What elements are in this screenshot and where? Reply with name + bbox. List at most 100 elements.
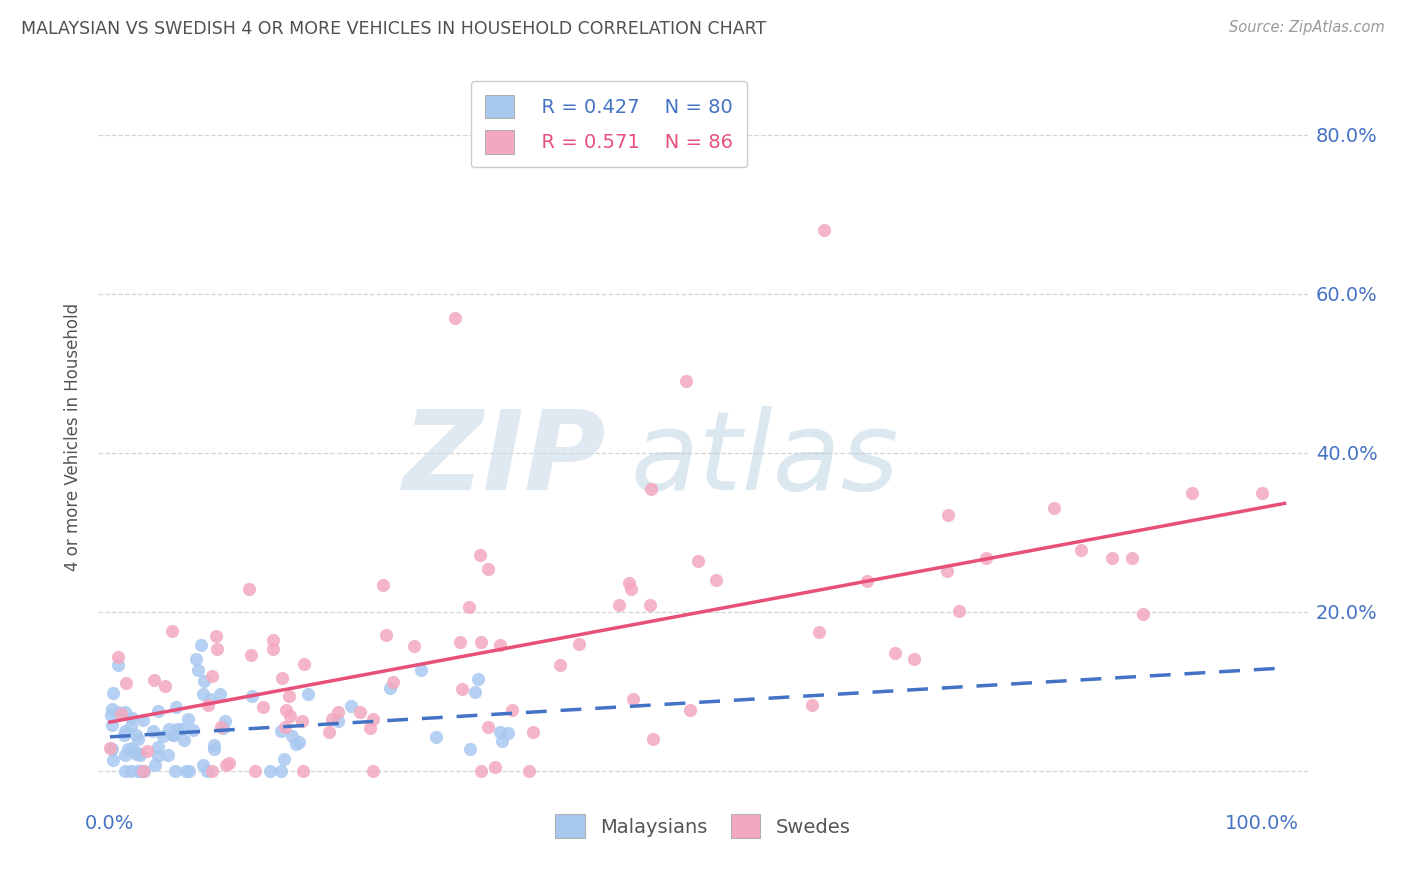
Point: [883, 646, 905, 660]
Point: [191, 687, 214, 701]
Point: [152, 729, 174, 743]
Point: [491, 734, 513, 748]
Point: [1180, 485, 1202, 500]
Point: [470, 764, 492, 778]
Point: [218, 756, 240, 771]
Point: [238, 582, 260, 597]
Point: [112, 728, 135, 742]
Point: [321, 712, 343, 726]
Point: [191, 758, 214, 772]
Point: [165, 700, 187, 714]
Point: [640, 482, 662, 496]
Point: [100, 718, 122, 732]
Point: [163, 728, 186, 742]
Point: [135, 744, 157, 758]
Point: [121, 741, 143, 756]
Point: [297, 687, 319, 701]
Point: [121, 711, 143, 725]
Point: [187, 663, 209, 677]
Point: [638, 599, 661, 613]
Point: [101, 702, 124, 716]
Point: [107, 650, 129, 665]
Point: [132, 764, 155, 778]
Y-axis label: 4 or more Vehicles in Household: 4 or more Vehicles in Household: [65, 303, 83, 571]
Point: [318, 724, 340, 739]
Point: [484, 760, 506, 774]
Point: [617, 575, 640, 590]
Point: [128, 764, 150, 778]
Point: [349, 705, 371, 719]
Point: [193, 674, 215, 689]
Point: [114, 723, 136, 738]
Point: [181, 723, 204, 737]
Point: [127, 731, 149, 746]
Point: [425, 730, 447, 744]
Point: [146, 749, 169, 764]
Point: [124, 747, 146, 761]
Point: [201, 764, 224, 778]
Point: [1101, 550, 1123, 565]
Point: [157, 748, 180, 763]
Point: [280, 709, 302, 723]
Point: [157, 722, 180, 736]
Point: [270, 764, 292, 778]
Point: [1250, 485, 1272, 500]
Point: [449, 635, 471, 649]
Point: [197, 698, 219, 713]
Point: [402, 639, 425, 653]
Point: [974, 551, 997, 566]
Point: [114, 764, 136, 778]
Point: [373, 578, 395, 592]
Point: [517, 764, 540, 778]
Point: [103, 686, 125, 700]
Point: [107, 706, 129, 720]
Point: [128, 748, 150, 763]
Point: [174, 764, 197, 778]
Point: [114, 705, 136, 719]
Point: [288, 735, 311, 749]
Point: [100, 708, 122, 723]
Point: [114, 748, 136, 763]
Point: [470, 635, 492, 649]
Point: [162, 728, 184, 742]
Point: [686, 554, 709, 568]
Point: [209, 720, 232, 734]
Point: [160, 624, 183, 639]
Point: [101, 754, 124, 768]
Point: [363, 764, 385, 778]
Point: [361, 712, 384, 726]
Point: [409, 663, 432, 677]
Point: [488, 724, 510, 739]
Point: [468, 548, 491, 562]
Point: [243, 764, 266, 778]
Point: [607, 598, 630, 612]
Point: [281, 729, 304, 743]
Point: [166, 722, 188, 736]
Legend: Malaysians, Swedes: Malaysians, Swedes: [546, 805, 860, 848]
Point: [936, 564, 959, 578]
Point: [291, 764, 314, 778]
Point: [548, 658, 571, 673]
Point: [1132, 607, 1154, 621]
Point: [215, 758, 238, 772]
Point: [278, 690, 301, 704]
Point: [190, 638, 212, 652]
Point: [177, 712, 200, 726]
Point: [808, 625, 831, 640]
Point: [274, 703, 297, 717]
Point: [209, 687, 232, 701]
Point: [1070, 542, 1092, 557]
Point: [522, 725, 544, 739]
Point: [127, 746, 149, 760]
Point: [107, 658, 129, 673]
Point: [477, 562, 499, 576]
Point: [477, 720, 499, 734]
Point: [173, 732, 195, 747]
Point: [621, 692, 644, 706]
Point: [936, 508, 959, 522]
Point: [291, 714, 314, 729]
Point: [163, 764, 186, 778]
Point: [132, 764, 155, 778]
Point: [172, 723, 194, 737]
Point: [464, 685, 486, 699]
